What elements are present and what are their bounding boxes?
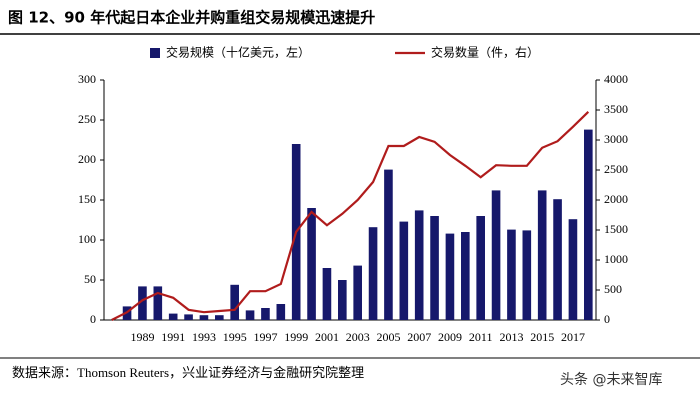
y2-tick-label: 3500 — [604, 102, 628, 116]
bar — [353, 265, 362, 320]
x-tick-label: 1999 — [284, 330, 308, 344]
bar — [537, 190, 547, 320]
y2-tick-label: 500 — [604, 282, 622, 296]
x-tick-label: 2015 — [530, 330, 554, 344]
legend-label: 交易规模（十亿美元，左） — [166, 45, 310, 60]
x-tick-label: 1991 — [161, 330, 185, 344]
bar — [230, 284, 239, 320]
x-tick-label: 2011 — [469, 330, 493, 344]
chart-title: 图 12、90 年代起日本企业并购重组交易规模迅速提升 — [8, 9, 375, 27]
y-tick-label: 100 — [78, 232, 96, 246]
y-tick-label: 0 — [90, 312, 96, 326]
line — [111, 111, 590, 321]
bar — [199, 315, 209, 320]
x-tick-label: 1989 — [130, 330, 154, 344]
bar — [215, 315, 224, 320]
bar — [322, 268, 332, 320]
y-tick-label: 200 — [78, 152, 96, 166]
bar — [307, 208, 316, 320]
bar — [445, 233, 455, 320]
source-note: 数据来源：Thomson Reuters，兴业证券经济与金融研究院整理 — [12, 365, 364, 380]
y2-tick-label: 1000 — [604, 252, 628, 266]
y2-tick-label: 2500 — [604, 162, 628, 176]
y2-tick-label: 2000 — [604, 192, 628, 206]
y2-tick-label: 3000 — [604, 132, 628, 146]
bar — [553, 199, 562, 320]
bar — [168, 313, 178, 320]
x-tick-label: 2005 — [376, 330, 400, 344]
legend-label: 交易数量（件，右） — [431, 45, 539, 60]
bar — [584, 129, 593, 320]
bar — [384, 169, 393, 320]
bar — [399, 221, 409, 320]
x-tick-label: 2009 — [438, 330, 462, 344]
bar — [338, 280, 347, 320]
y2-tick-label: 1500 — [604, 222, 628, 236]
x-tick-label: 2001 — [315, 330, 339, 344]
x-tick-label: 1997 — [253, 330, 277, 344]
y2-tick-label: 0 — [604, 312, 610, 326]
bar — [276, 304, 286, 320]
y-tick-label: 250 — [78, 112, 96, 126]
bar — [184, 314, 193, 320]
bar — [430, 216, 439, 320]
x-tick-label: 1993 — [192, 330, 216, 344]
x-tick-label: 2013 — [499, 330, 523, 344]
watermark: 头条 @未来智库 — [560, 371, 662, 388]
y-tick-label: 150 — [78, 192, 96, 206]
bar — [245, 310, 255, 320]
bar — [414, 210, 424, 320]
y-tick-label: 300 — [78, 72, 96, 86]
bar — [476, 216, 485, 320]
bar — [522, 230, 532, 320]
y-tick-label: 50 — [84, 272, 96, 286]
x-tick-label: 1995 — [223, 330, 247, 344]
x-tick-label: 2007 — [407, 330, 431, 344]
bar — [153, 286, 163, 320]
bar — [568, 219, 578, 320]
legend-swatch — [150, 48, 160, 58]
bar — [138, 286, 147, 320]
bar — [461, 232, 470, 320]
x-tick-label: 2003 — [346, 330, 370, 344]
bar — [261, 308, 270, 320]
bar — [368, 227, 378, 320]
bar — [491, 190, 501, 320]
y2-tick-label: 4000 — [604, 72, 628, 86]
x-tick-label: 2017 — [561, 330, 585, 344]
bar — [507, 229, 516, 320]
